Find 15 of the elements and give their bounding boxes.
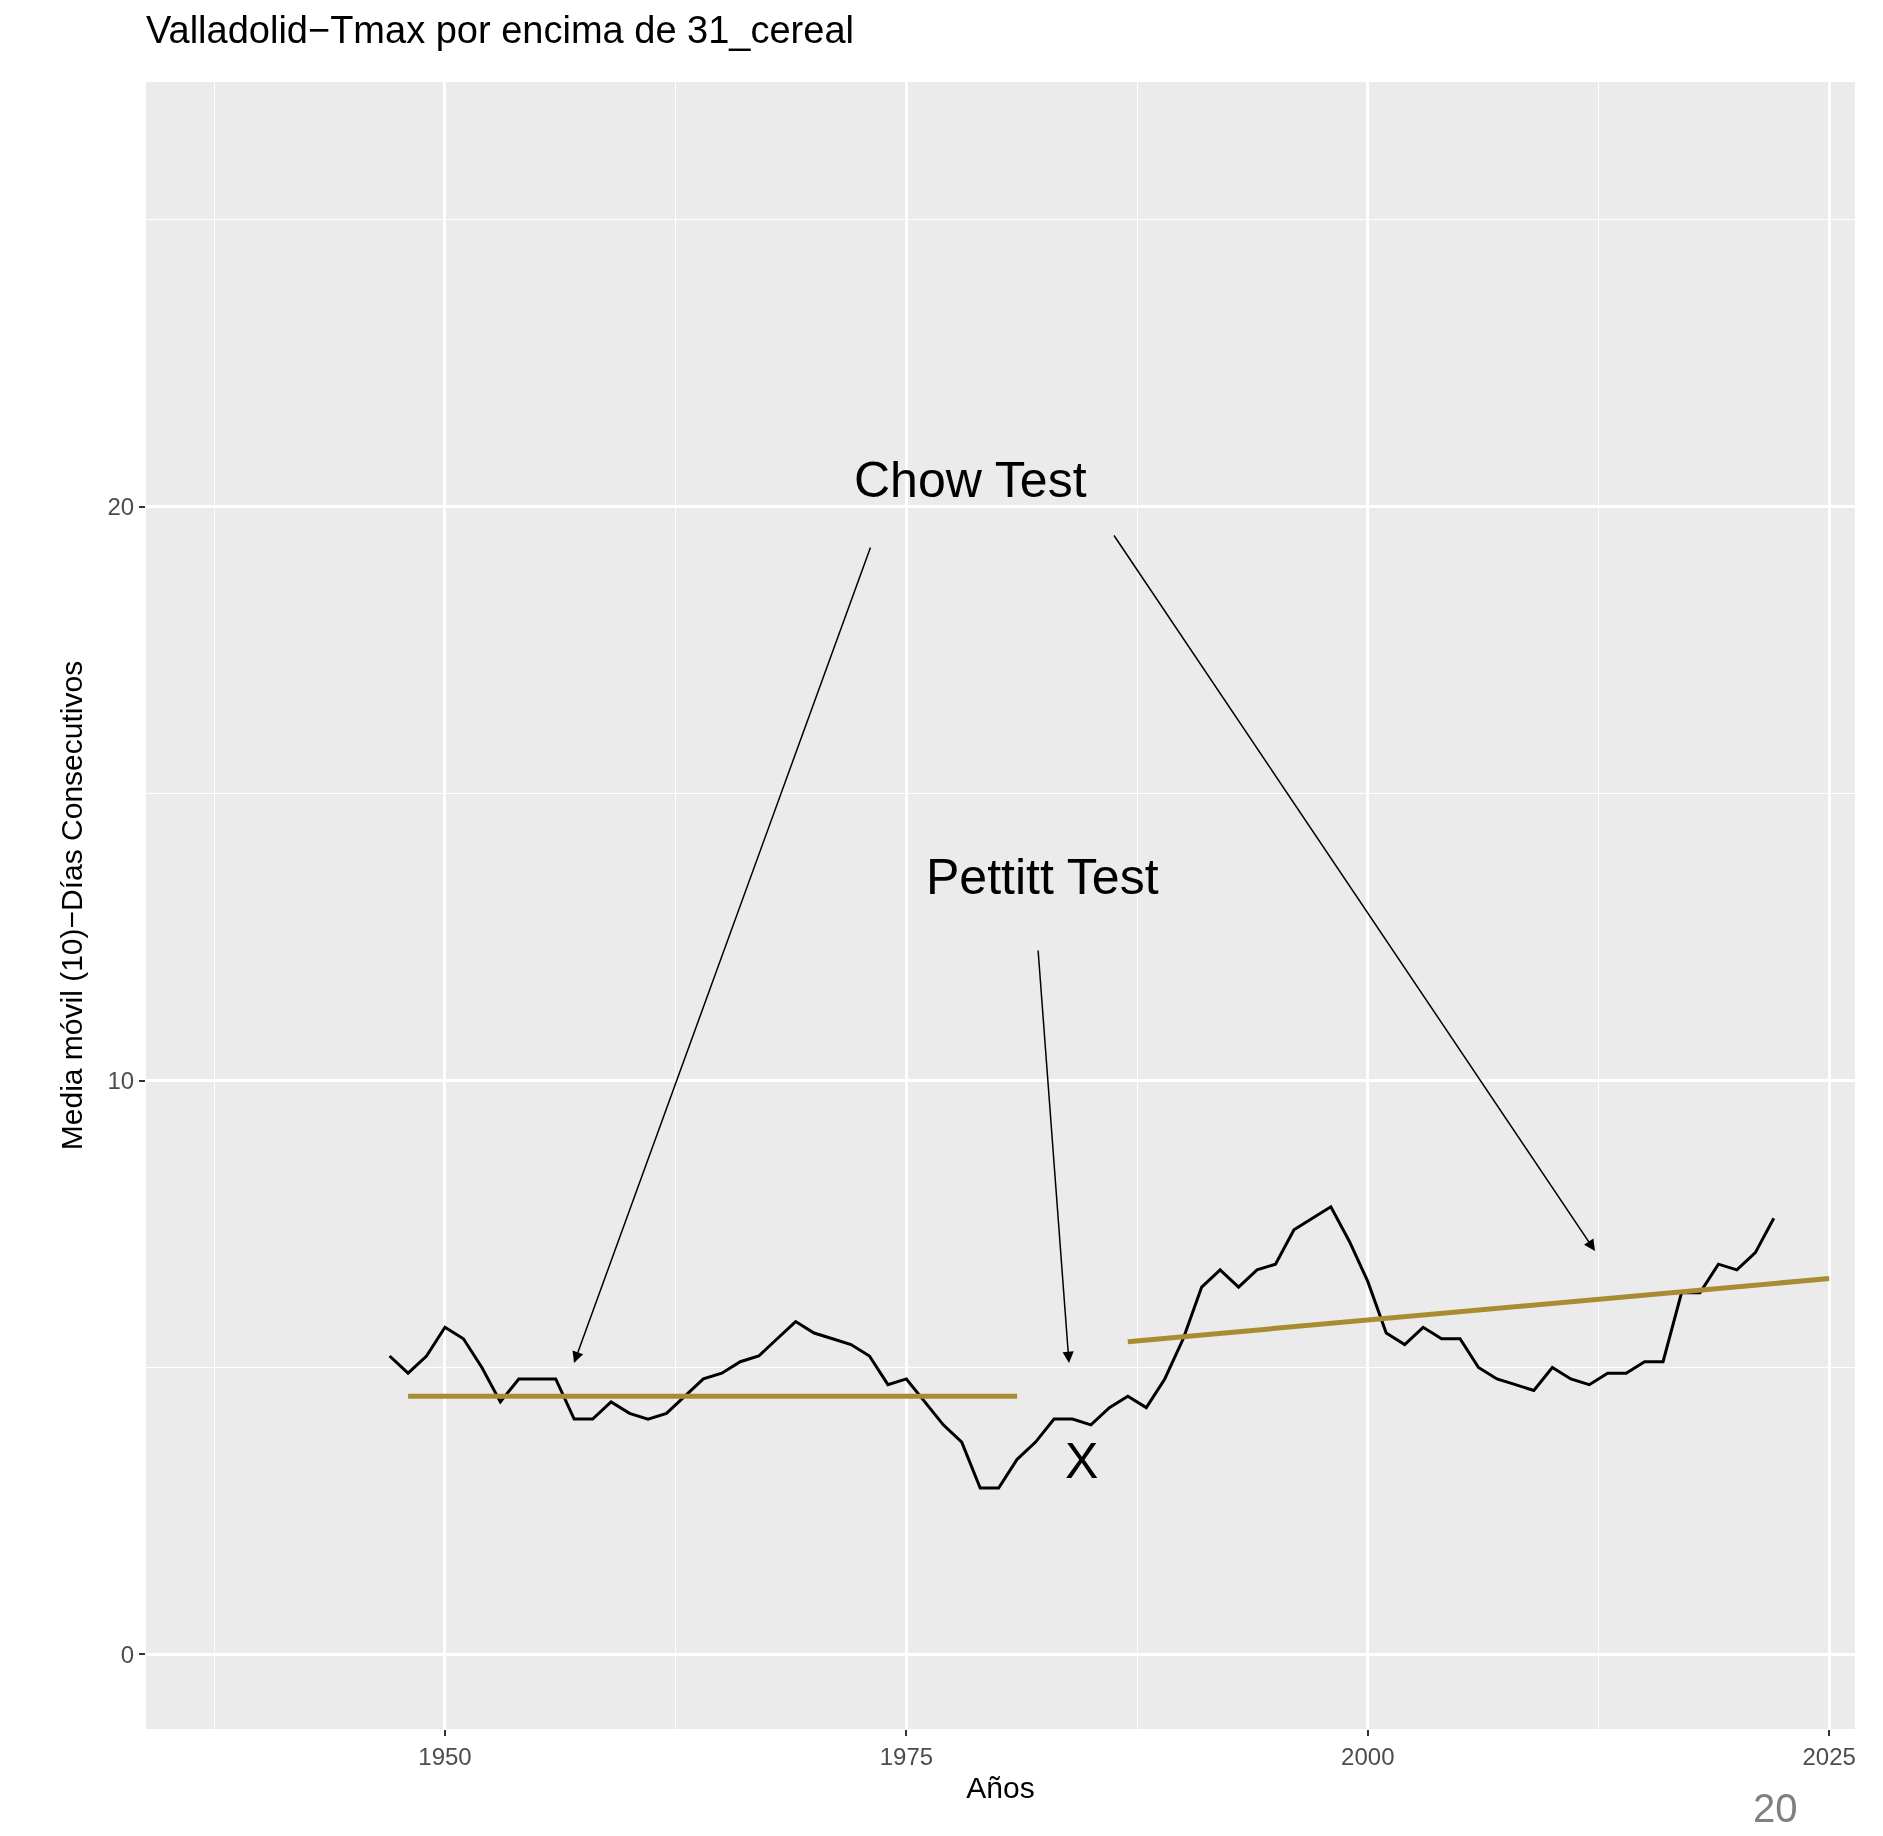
y-tick-label: 20 bbox=[107, 493, 135, 521]
text: 20 bbox=[1753, 1786, 1798, 1830]
y-tick-label: 10 bbox=[107, 1066, 135, 1094]
x-tick-label: 1950 bbox=[418, 1742, 472, 1770]
x-tick-label: 2000 bbox=[1341, 1742, 1395, 1770]
annotation: Pettitt Test bbox=[926, 849, 1159, 905]
y-tick-label: 0 bbox=[120, 1640, 135, 1668]
x-tick-label: 1975 bbox=[879, 1742, 934, 1770]
x-tick-label: 2025 bbox=[1802, 1742, 1856, 1770]
line-series bbox=[388, 1205, 1776, 1490]
y-axis-title: Media móvil (10)−Días Consecutivos bbox=[55, 660, 89, 1151]
chart-title: Valladolid−Tmax por encima de 31_cereal bbox=[146, 8, 854, 51]
annotation: Chow Test bbox=[854, 452, 1087, 508]
x-axis-title: Años bbox=[966, 1771, 1035, 1805]
annotation: X bbox=[1065, 1433, 1099, 1489]
